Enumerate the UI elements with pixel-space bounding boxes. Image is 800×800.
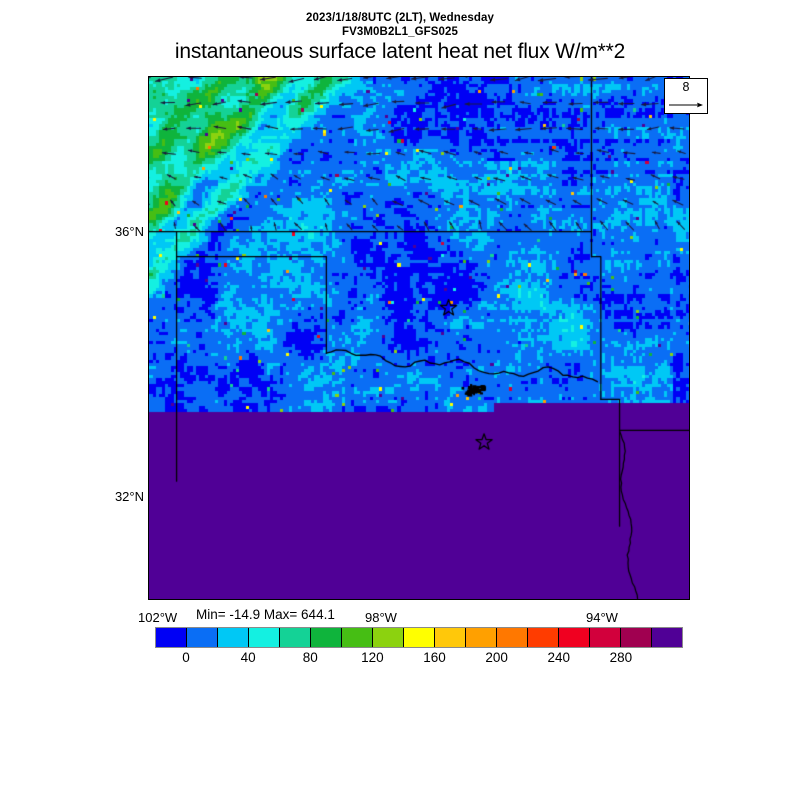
colorbar-segment bbox=[187, 628, 218, 647]
lon-tick-94w: 94°W bbox=[586, 610, 618, 625]
colorbar-tick: 120 bbox=[361, 650, 384, 665]
colorbar-segment bbox=[156, 628, 187, 647]
wind-vector-legend: 8 bbox=[664, 78, 708, 114]
colorbar-segment bbox=[466, 628, 497, 647]
colorbar[interactable] bbox=[155, 627, 683, 648]
title-model-id: FV3M0B2L1_GFS025 bbox=[341, 26, 458, 38]
colorbar-tick: 160 bbox=[423, 650, 446, 665]
colorbar-segment bbox=[497, 628, 528, 647]
lon-tick-98w: 98°W bbox=[365, 610, 397, 625]
colorbar-segment bbox=[342, 628, 373, 647]
map-plot-area[interactable] bbox=[148, 76, 690, 600]
colorbar-tick: 0 bbox=[182, 650, 190, 665]
colorbar-segment bbox=[590, 628, 621, 647]
page-title: instantaneous surface latent heat net fl… bbox=[174, 40, 626, 63]
colorbar-segment bbox=[218, 628, 249, 647]
colorbar-tick: 40 bbox=[240, 650, 256, 665]
colorbar-tick: 240 bbox=[547, 650, 571, 665]
colorbar-segment bbox=[621, 628, 652, 647]
colorbar-segment bbox=[528, 628, 559, 647]
colorbar-tick: 200 bbox=[485, 650, 508, 665]
colorbar-segment bbox=[311, 628, 342, 647]
colorbar-segment bbox=[373, 628, 404, 647]
title-datetime: 2023/1/18/8UTC (2LT), Wednesday bbox=[305, 12, 495, 24]
colorbar-tick-labels: 0 40 80 120 160 200 240 280 bbox=[155, 650, 683, 668]
colorbar-tick: 280 bbox=[609, 650, 633, 665]
wind-vector-overlay bbox=[149, 77, 689, 599]
colorbar-segment bbox=[435, 628, 466, 647]
wind-vector-legend-value: 8 bbox=[682, 80, 690, 94]
lon-tick-102w: 102°W bbox=[138, 610, 178, 625]
colorbar-segment bbox=[280, 628, 311, 647]
arrow-right-icon bbox=[669, 102, 703, 108]
colorbar-segment bbox=[559, 628, 590, 647]
colorbar-segment bbox=[652, 628, 682, 647]
min-max-readout: Min= -14.9 Max= 644.1 bbox=[196, 607, 335, 622]
colorbar-tick: 80 bbox=[302, 650, 318, 665]
colorbar-segment bbox=[404, 628, 435, 647]
colorbar-segment bbox=[249, 628, 280, 647]
lat-tick-36n: 36°N bbox=[114, 224, 144, 239]
lat-tick-32n: 32°N bbox=[114, 489, 144, 504]
